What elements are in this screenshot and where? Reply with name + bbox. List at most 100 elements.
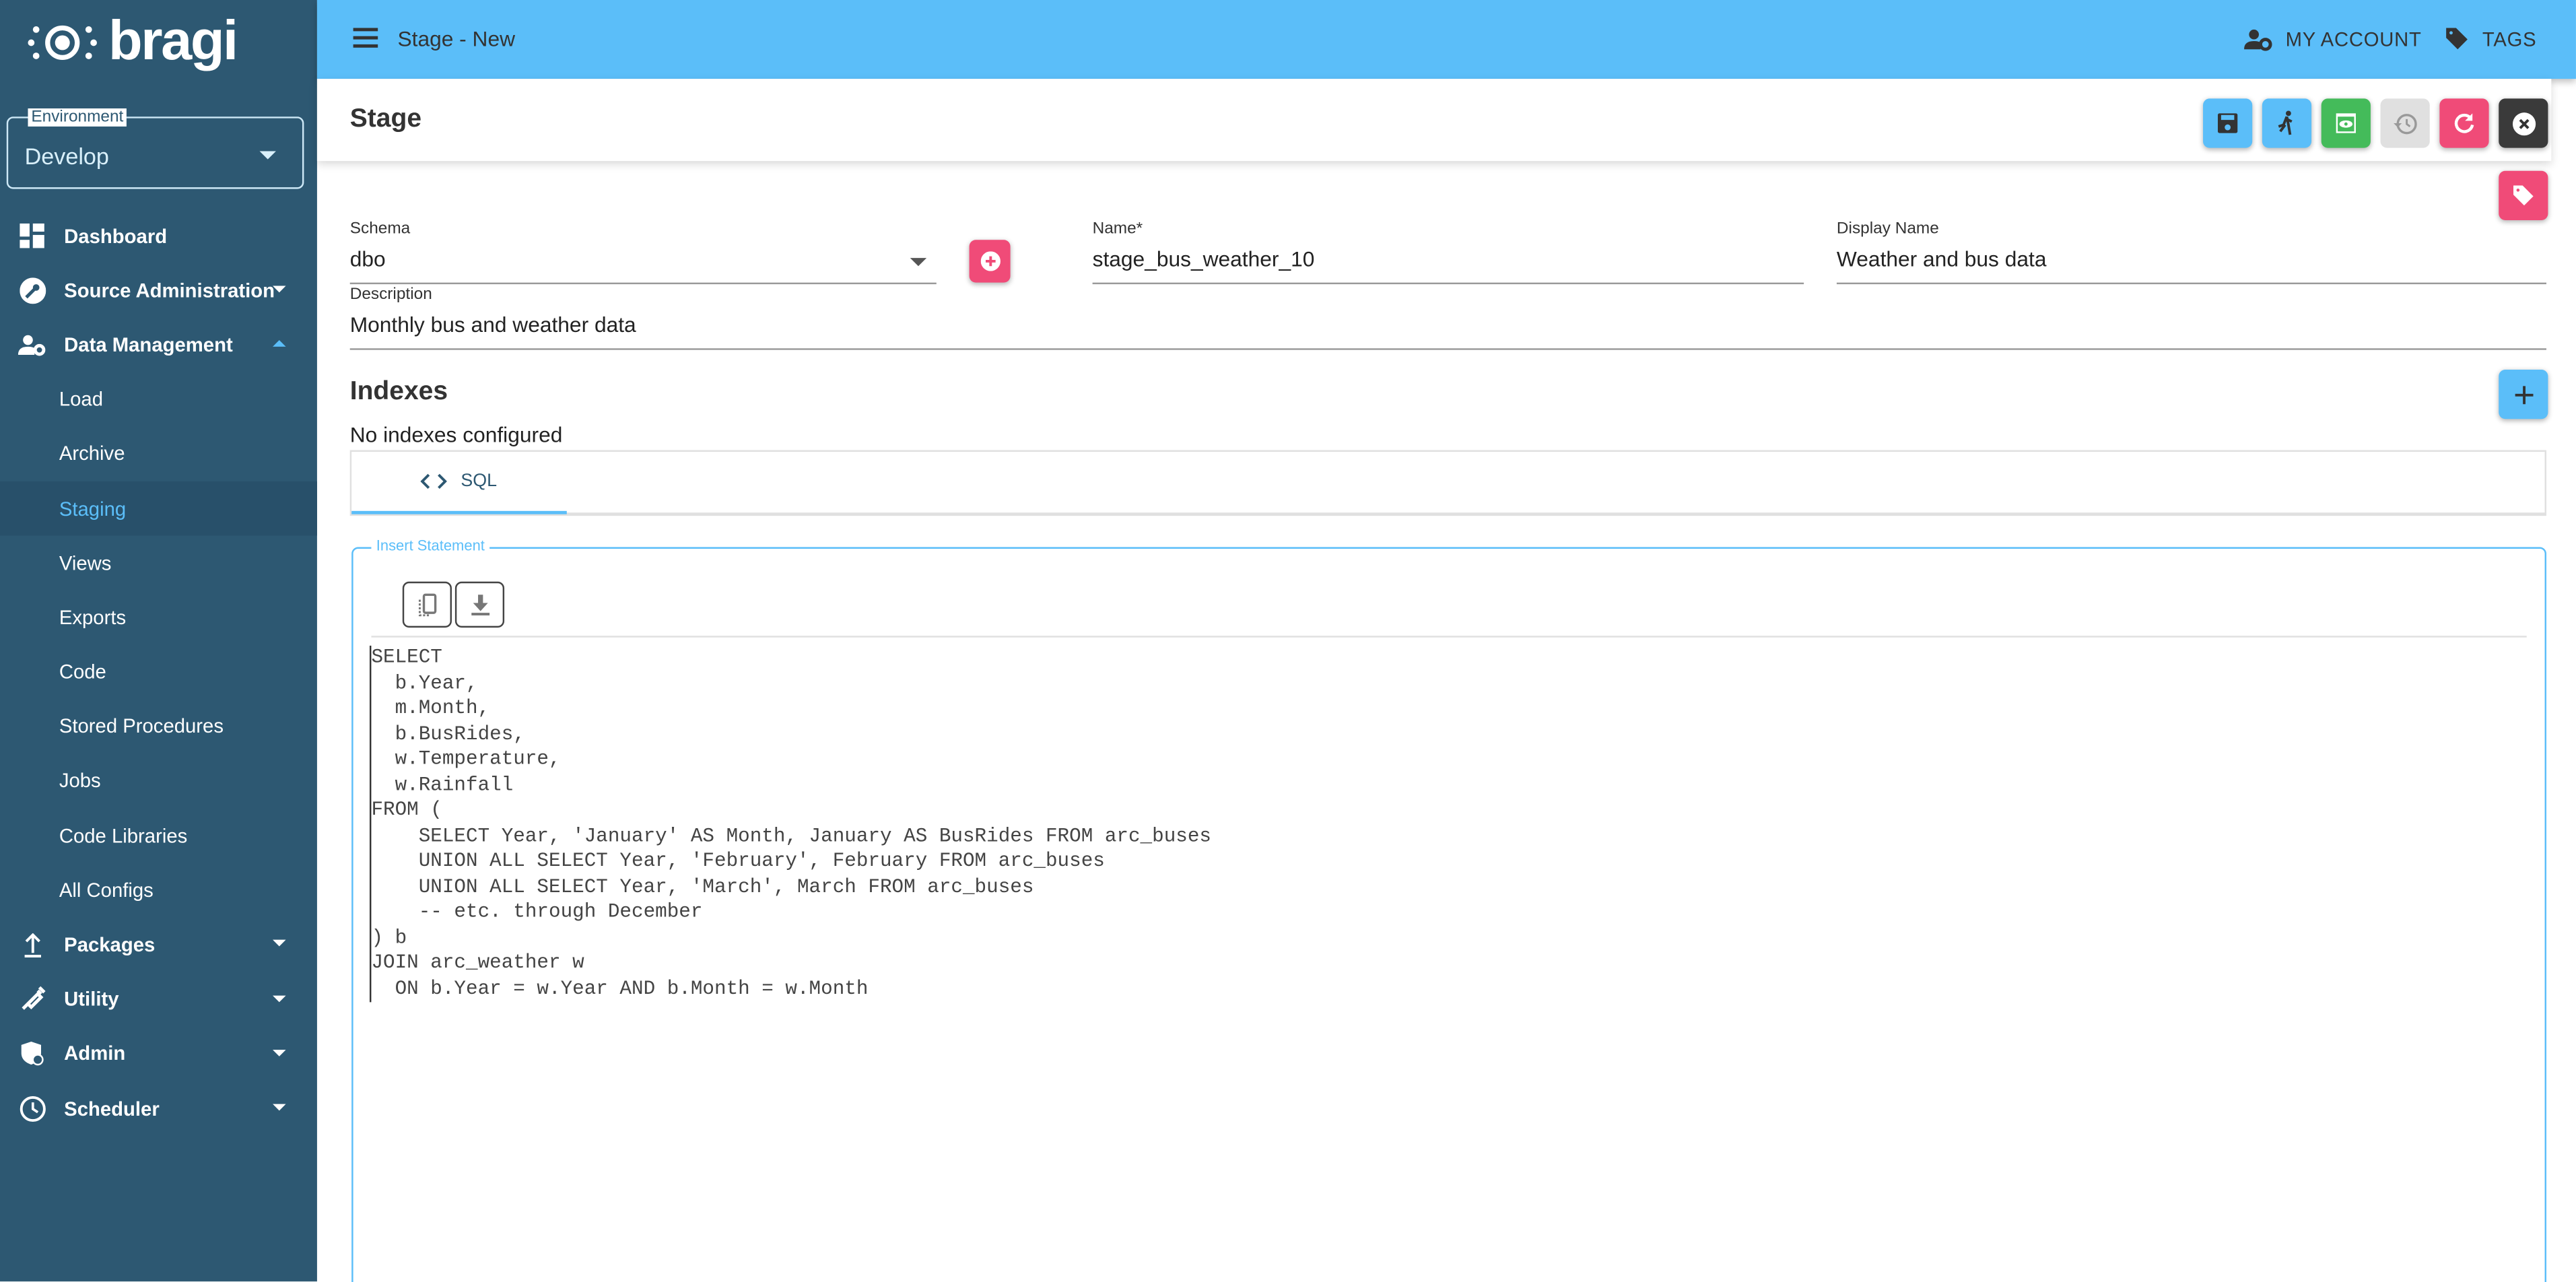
indexes-title: Indexes	[349, 378, 448, 406]
schema-value: dbo	[349, 246, 386, 271]
description-label: Description	[349, 285, 432, 304]
sidebar-item-label: Archive	[59, 442, 125, 466]
copy-icon	[417, 593, 436, 616]
description-value: Monthly bus and weather data	[349, 312, 636, 337]
sidebar-item-staging[interactable]: Staging	[0, 481, 317, 536]
run-button[interactable]	[2262, 98, 2312, 148]
sidebar-item-views[interactable]: Views	[0, 536, 317, 591]
preview-icon	[2336, 113, 2356, 133]
menu-icon[interactable]	[353, 28, 378, 48]
stage-card: Stage	[316, 79, 2552, 162]
tag-icon	[2513, 185, 2534, 206]
chevron-down-icon[interactable]	[273, 1104, 286, 1111]
chevron-down-icon[interactable]	[273, 1049, 286, 1056]
sidebar-item-archive[interactable]: Archive	[0, 427, 317, 481]
bragi-logo: bragi	[26, 9, 238, 74]
sidebar-item-admin[interactable]: Admin	[0, 1027, 317, 1081]
sidebar-item-label: Packages	[64, 933, 156, 957]
refresh-icon	[2454, 113, 2474, 133]
sidebar-item-code[interactable]: Code	[0, 645, 317, 700]
close-icon	[2511, 111, 2535, 135]
name-field[interactable]: Name* stage_bus_weather_10	[1092, 220, 1804, 285]
save-button[interactable]	[2203, 98, 2253, 148]
shield-icon	[18, 1040, 46, 1067]
tags-button[interactable]: TAGS	[2445, 26, 2537, 51]
chevron-up-icon[interactable]	[273, 340, 286, 347]
code-icon	[421, 473, 448, 490]
environment-select[interactable]: Environment Develop	[6, 108, 304, 189]
schema-select[interactable]: Schema dbo	[349, 220, 937, 285]
sidebar: bragi Environment Develop Dashboard Sourc…	[0, 0, 317, 1282]
name-label: Name*	[1092, 220, 1143, 238]
sql-code-editor[interactable]: SELECT b.Year, m.Month, b.BusRides, w.Te…	[370, 645, 1211, 1003]
sidebar-item-packages[interactable]: Packages	[0, 918, 317, 972]
chevron-down-icon[interactable]	[273, 940, 286, 947]
no-indexes-text: No indexes configured	[349, 422, 563, 447]
copy-button[interactable]	[402, 581, 452, 628]
sidebar-item-label: Code	[59, 661, 106, 684]
sidebar-item-label: Admin	[64, 1042, 126, 1066]
add-index-button[interactable]	[2499, 370, 2548, 419]
sidebar-item-label: All Configs	[59, 879, 154, 902]
display-name-field[interactable]: Display Name Weather and bus data	[1836, 220, 2546, 285]
sidebar-item-dashboard[interactable]: Dashboard	[0, 209, 317, 263]
insert-statement-editor: Insert Statement SELECT b.Year, m.Month,…	[351, 537, 2546, 1282]
environment-label: Environment	[28, 108, 127, 127]
chevron-down-icon	[259, 151, 276, 160]
download-button[interactable]	[454, 581, 505, 628]
wrench-icon	[18, 277, 46, 304]
dashboard-icon	[18, 222, 46, 250]
tab-bar: SQL	[349, 450, 2547, 516]
sidebar-item-label: Scheduler	[64, 1096, 160, 1120]
add-schema-button[interactable]	[969, 240, 1011, 283]
sidebar-item-exports[interactable]: Exports	[0, 591, 317, 645]
chevron-down-icon[interactable]	[273, 286, 286, 293]
history-button[interactable]	[2380, 98, 2430, 148]
sidebar-item-scheduler[interactable]: Scheduler	[0, 1081, 317, 1136]
sidebar-item-label: Load	[59, 388, 103, 411]
tab-sql[interactable]: SQL	[351, 452, 567, 514]
sidebar-item-label: Source Administration	[64, 279, 275, 302]
tab-sql-label: SQL	[461, 471, 498, 492]
sidebar-item-source-administration[interactable]: Source Administration	[0, 263, 317, 318]
sidebar-item-label: Views	[59, 551, 112, 575]
refresh-button[interactable]	[2439, 98, 2489, 148]
close-button[interactable]	[2499, 98, 2548, 148]
description-field[interactable]: Description Monthly bus and weather data	[349, 286, 2547, 350]
sidebar-item-data-management[interactable]: Data Management	[0, 318, 317, 372]
top-bar: Stage - New MY ACCOUNT TAGS	[316, 0, 2576, 79]
history-icon	[2392, 112, 2416, 134]
users-gear-icon	[18, 331, 46, 359]
display-name-label: Display Name	[1836, 220, 1939, 238]
sidebar-item-stored-procedures[interactable]: Stored Procedures	[0, 700, 317, 754]
sidebar-item-load[interactable]: Load	[0, 372, 317, 427]
sidebar-item-label: Exports	[59, 606, 127, 630]
environment-value: Develop	[24, 143, 109, 170]
plus-circle-icon	[980, 251, 1000, 271]
download-icon	[471, 595, 489, 616]
sidebar-item-label: Staging	[59, 497, 127, 520]
upload-icon	[18, 931, 46, 958]
stage-title: Stage	[349, 105, 422, 133]
sidebar-item-all-configs[interactable]: All Configs	[0, 863, 317, 918]
my-account-button[interactable]: MY ACCOUNT	[2244, 27, 2422, 50]
sidebar-item-label: Jobs	[59, 770, 101, 793]
sidebar-item-utility[interactable]: Utility	[0, 972, 317, 1027]
preview-button[interactable]	[2321, 98, 2371, 148]
sidebar-item-label: Data Management	[64, 333, 233, 357]
chevron-down-icon	[910, 258, 927, 267]
brand-name: bragi	[108, 9, 238, 73]
page-title: Stage - New	[397, 26, 516, 51]
sidebar-item-label: Code Libraries	[59, 824, 188, 848]
chevron-down-icon[interactable]	[273, 994, 286, 1002]
sidebar-item-label: Utility	[64, 987, 119, 1011]
tags-label: TAGS	[2482, 27, 2537, 50]
toolbar-divider	[371, 636, 2527, 638]
plus-icon	[2514, 385, 2533, 404]
tag-button[interactable]	[2499, 170, 2548, 220]
sidebar-item-code-libraries[interactable]: Code Libraries	[0, 809, 317, 863]
sidebar-item-jobs[interactable]: Jobs	[0, 754, 317, 809]
save-icon	[2218, 113, 2238, 133]
tag-icon	[2446, 28, 2468, 50]
running-icon	[2278, 110, 2293, 135]
